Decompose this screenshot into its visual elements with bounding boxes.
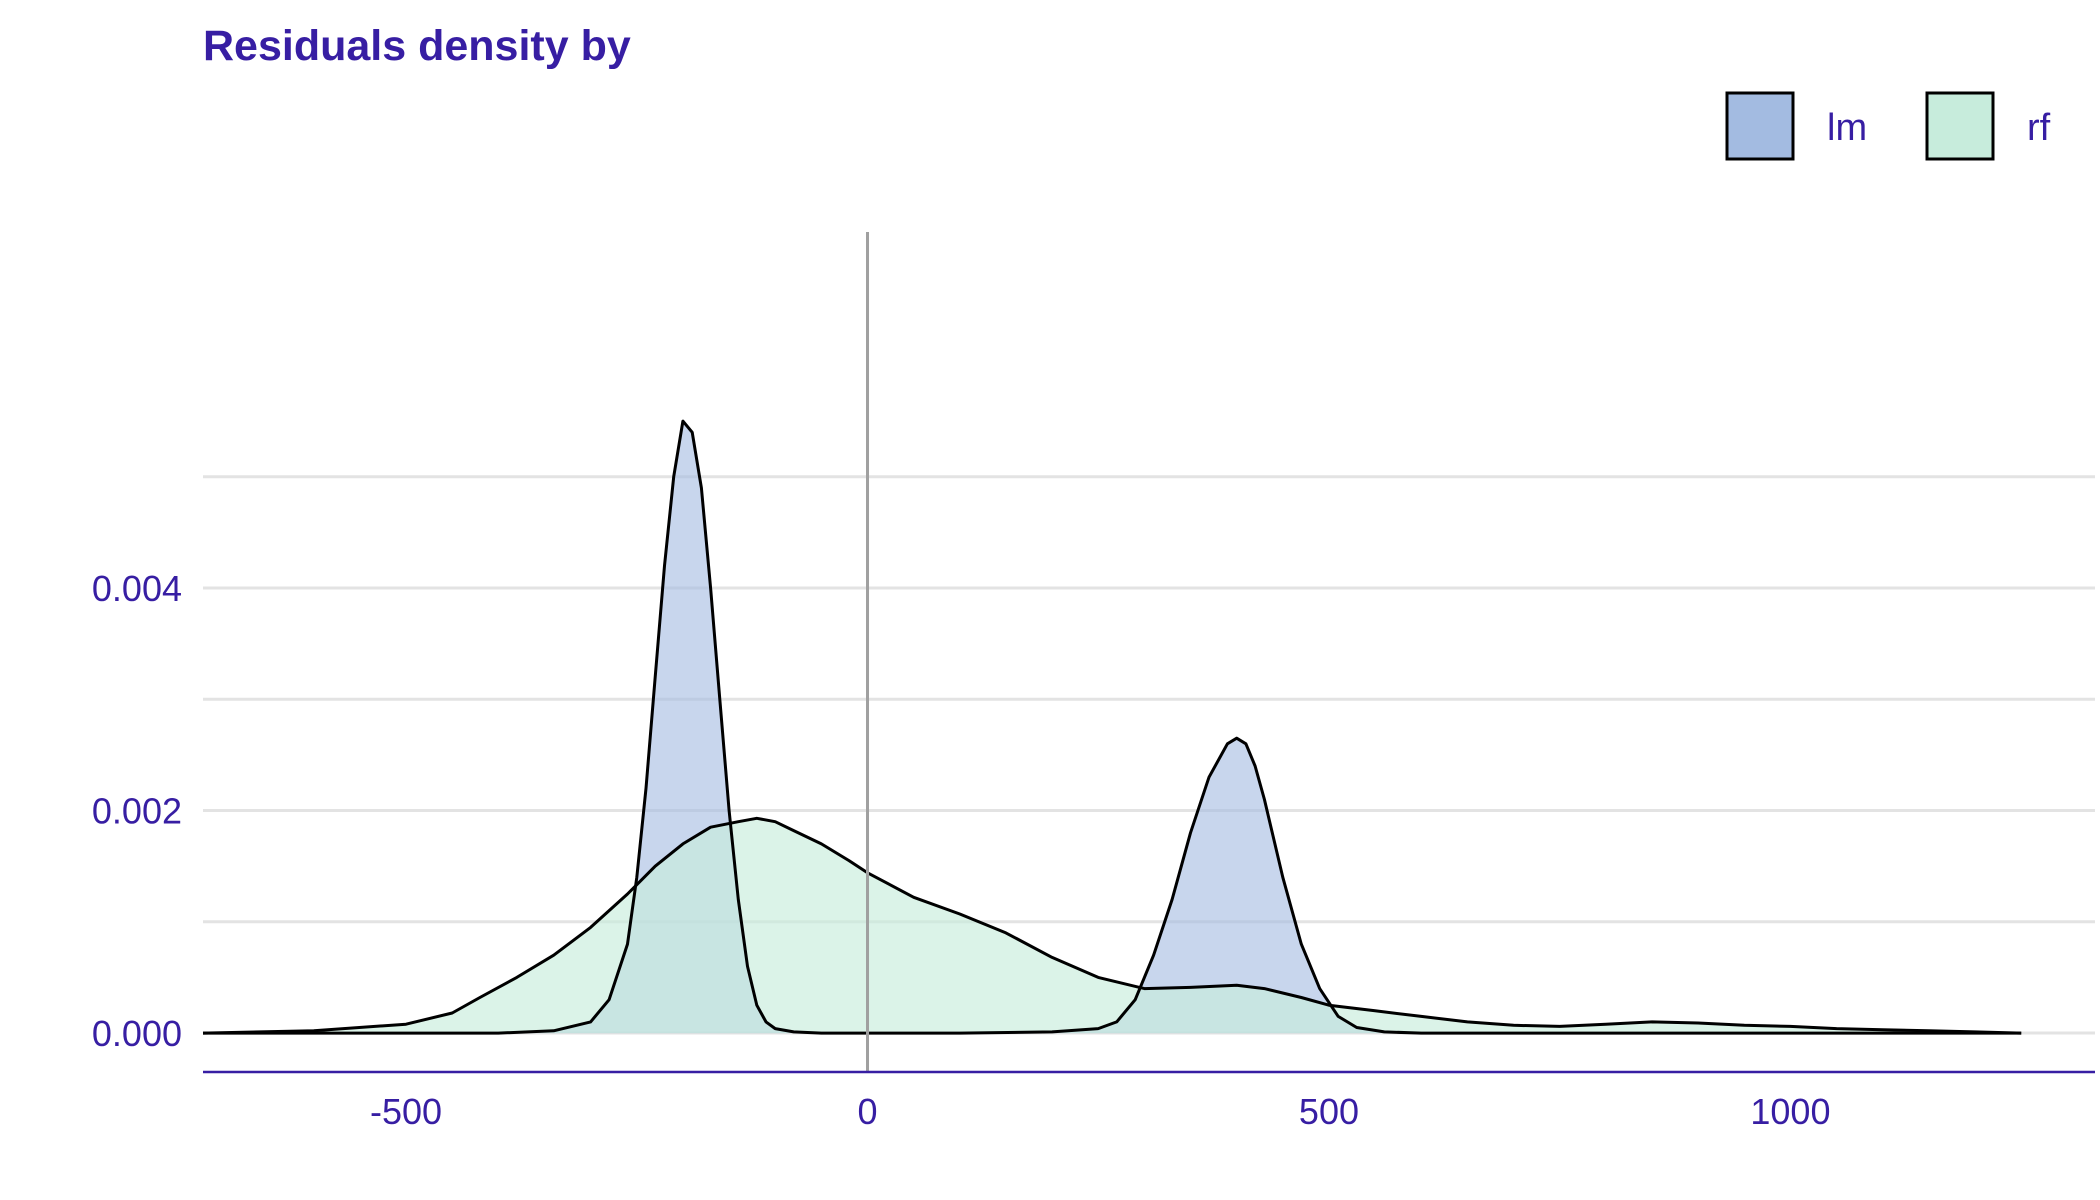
density-line-lm xyxy=(203,419,2022,1035)
y-tick-label: 0.002 xyxy=(92,791,182,832)
legend: lm rf xyxy=(1725,91,2051,161)
x-tick-label: 500 xyxy=(1299,1091,1359,1132)
y-tick-label: 0.004 xyxy=(92,568,182,609)
x-tick-label: 1000 xyxy=(1750,1091,1830,1132)
grid-layer xyxy=(203,475,2095,1035)
legend-label-rf: rf xyxy=(2027,107,2051,149)
y-tick-label: 0.000 xyxy=(92,1013,182,1054)
legend-label-lm: lm xyxy=(1827,107,1867,149)
density-area-lm xyxy=(203,421,2022,1034)
legend-swatch-lm xyxy=(1725,91,1795,161)
x-tick-label: 0 xyxy=(857,1091,877,1132)
axis-layer: 0.000 0.002 0.004 -500 0 500 1000 xyxy=(92,232,2095,1132)
x-tick-label: -500 xyxy=(370,1091,442,1132)
density-areas xyxy=(203,421,2022,1034)
chart-title: Residuals density by xyxy=(203,22,631,70)
density-area-rf xyxy=(203,818,2022,1034)
density-line-rf xyxy=(202,816,2022,1035)
legend-swatch-rf xyxy=(1925,91,1995,161)
density-outlines xyxy=(202,419,2022,1035)
